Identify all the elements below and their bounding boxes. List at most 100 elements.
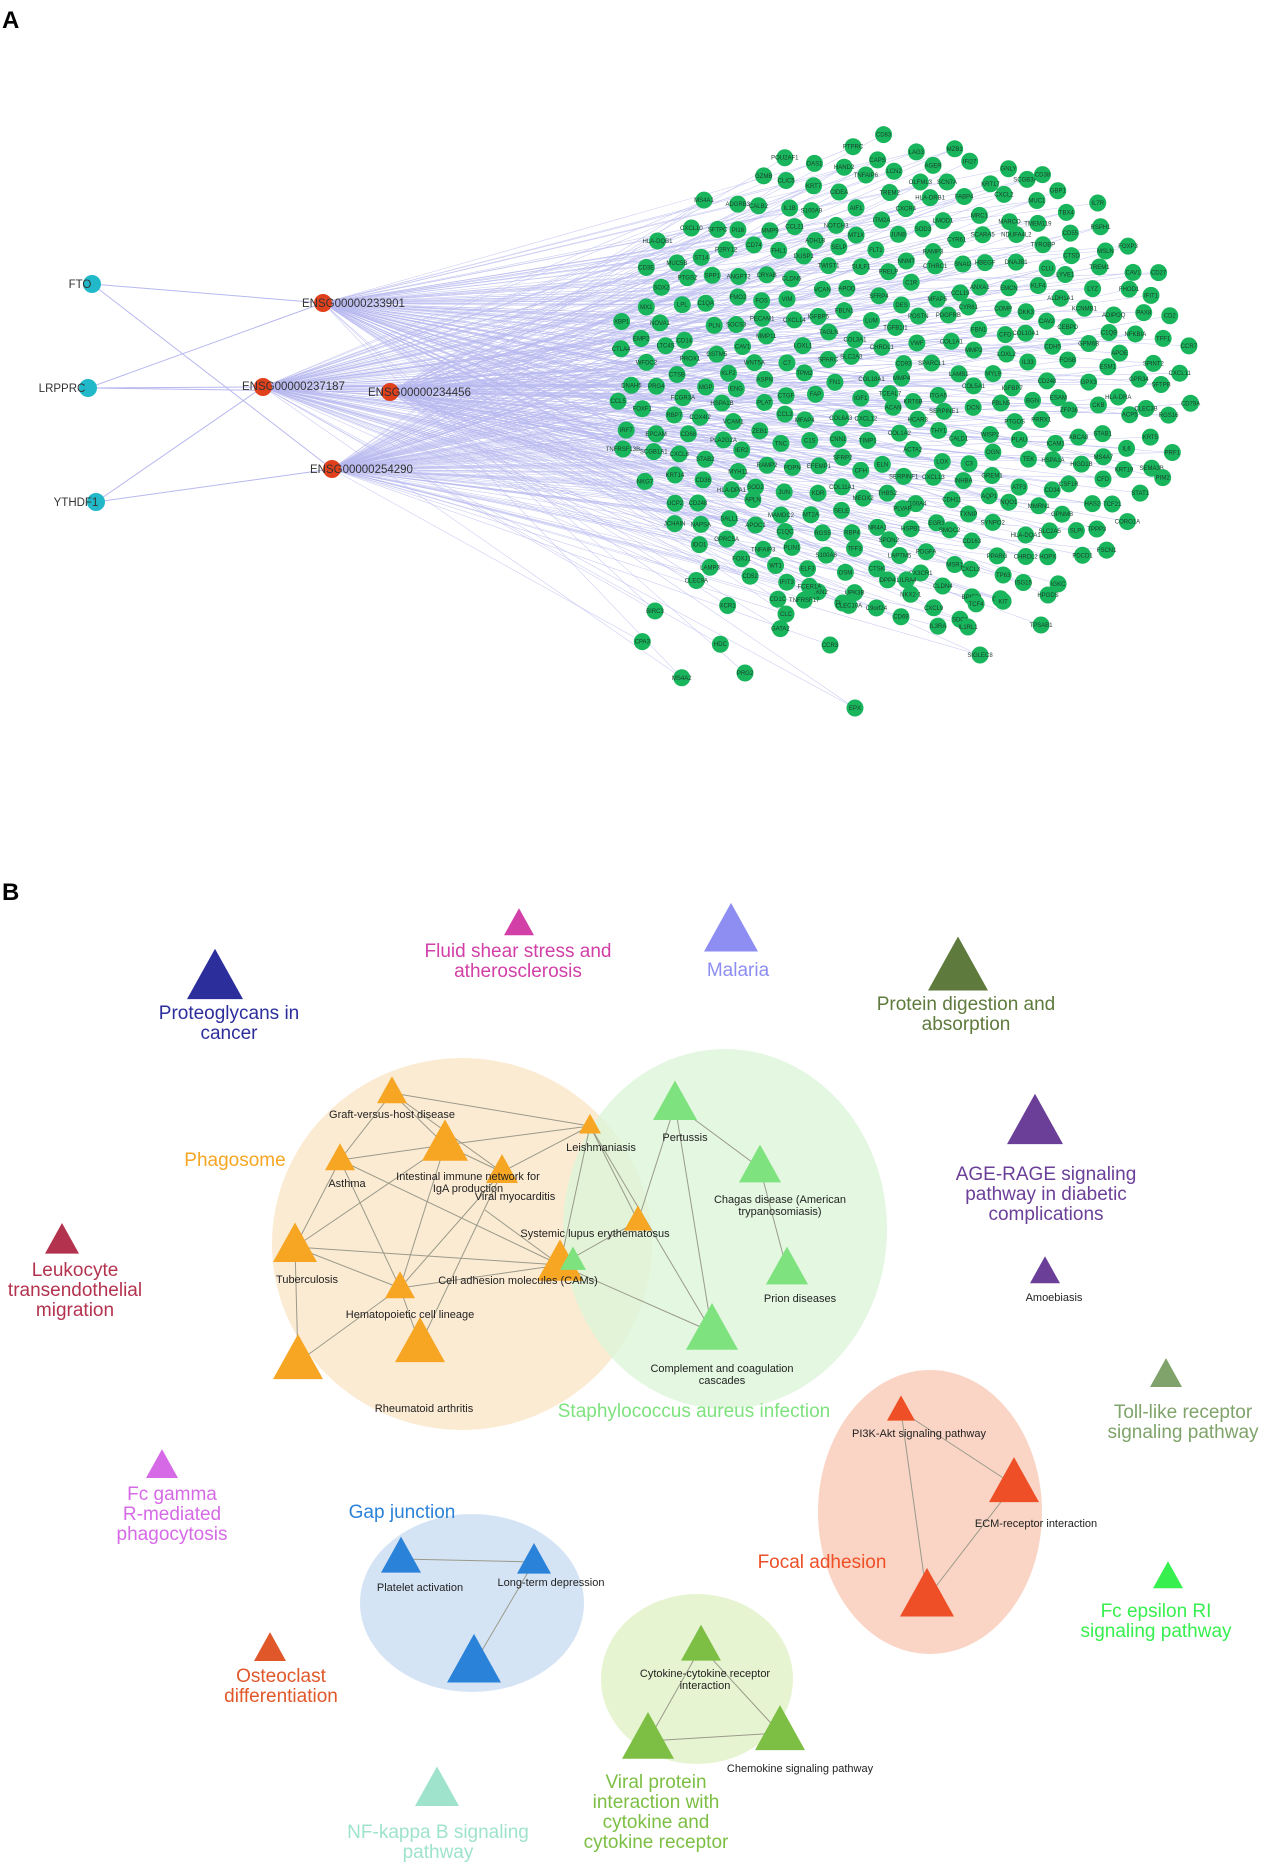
gene-node: EGR1: [928, 514, 945, 532]
cluster-label-focal-adhesion: Focal adhesion: [758, 1552, 887, 1573]
gene-node: HLA-DQB1: [642, 232, 673, 250]
gene-edge: [322, 249, 876, 304]
gene-node: PTGS2: [678, 269, 698, 287]
gene-node: SPINT2: [1143, 354, 1165, 372]
gene-label: SCGB1A1: [640, 450, 668, 456]
gene-node: PRG2: [736, 664, 754, 682]
gene-label: IL1B: [783, 206, 795, 212]
gene-node: PLA2G2A: [710, 431, 737, 449]
gene-label: APOE: [1111, 351, 1128, 357]
lncrna-node-ensg00000237187: ENSG00000237187: [242, 378, 345, 396]
gene-label: ADIPOQ: [1102, 313, 1126, 319]
regulator-node-ythdf1: YTHDF1: [54, 493, 105, 511]
gene-node: CAV1: [1124, 263, 1142, 281]
gene-edge: [389, 166, 845, 393]
gene-node: CTSD: [1063, 247, 1080, 265]
gene-label: PROX1: [680, 356, 701, 362]
gene-label: GPR34: [1129, 377, 1149, 383]
gene-node: MYH11: [728, 462, 748, 480]
gene-node: RBP7: [665, 406, 683, 424]
gene-node: SFRP2: [833, 448, 853, 466]
gene-node: SPARCL1: [918, 354, 946, 372]
gene-label: IGF1: [854, 396, 868, 402]
gene-label: CTGF: [778, 394, 795, 400]
gene-edge: [262, 261, 1017, 388]
gene-node: ESM1: [1099, 358, 1117, 376]
gene-label: CYR61: [959, 305, 979, 311]
gene-edge: [389, 165, 934, 393]
gene-node: CSF1R: [1059, 475, 1079, 493]
gene-node: KRT19: [1115, 460, 1134, 478]
gene-edge: [389, 391, 1169, 416]
gene-label: RTKN2: [808, 590, 828, 596]
gene-node: NR4A1: [868, 518, 888, 536]
gene-node: TWIST1: [817, 257, 840, 275]
gene-node: CD69: [892, 608, 910, 626]
gene-label: NOTCH3: [824, 223, 849, 229]
gene-node: CCR3: [821, 636, 839, 654]
gene-edge: [262, 386, 939, 431]
gene-label: MMP11: [756, 334, 777, 340]
gene-label: MT1X: [848, 233, 864, 239]
gene-edge: [331, 240, 658, 470]
panel-a-gene-nodes: MMP4 TCEAL7 CD93 KRT6B COL18A1 SPARCL1 ACAN CHR…: [606, 126, 1200, 717]
gene-node: NNMT: [898, 252, 915, 270]
gene-label: SOD2: [747, 485, 764, 491]
gene-label: S100A4: [905, 502, 927, 508]
gene-label: MYH11: [728, 469, 748, 475]
term-label-pertussis: Pertussis: [662, 1132, 708, 1144]
gene-node: C9orf24: [866, 599, 888, 617]
gene-edge: [389, 391, 1020, 488]
gene-label: GSTM5: [706, 352, 727, 358]
gene-node: COX4I2: [690, 408, 712, 426]
gene-label: CAV1: [735, 345, 751, 351]
gene-label: HSPA1A: [1041, 458, 1064, 464]
gene-label: TNFAIP3: [751, 547, 776, 553]
gene-node: APOD: [838, 279, 856, 297]
gene-node: IGFBP5: [807, 307, 829, 325]
gene-node: CAPS: [869, 151, 887, 169]
gene-edge: [322, 200, 1037, 304]
gene-label: CTSD: [1063, 254, 1080, 260]
gene-label: KIT: [998, 599, 1008, 605]
gene-label: CD1C: [770, 597, 787, 603]
gene-node: NOVA1: [650, 314, 671, 332]
gene-node: KLF2: [719, 364, 737, 382]
gene-label: DES: [895, 303, 907, 309]
term-node-cytokine-cytokine-receptor-interaction: [681, 1624, 721, 1661]
gene-node: CEBPD: [1057, 318, 1079, 336]
gene-node: LOX: [933, 453, 951, 471]
term-label-chemokine-signaling-pathway: Chemokine signaling pathway: [727, 1763, 874, 1775]
gene-label: TPPP3: [1087, 527, 1107, 533]
gene-label: MS4A1: [694, 198, 714, 204]
gene-node: KCNMB1: [1072, 299, 1098, 317]
gene-label: MMRN1: [1028, 504, 1051, 510]
gene-node: ATF3: [1010, 478, 1028, 496]
gene-node: TFF3: [846, 539, 864, 557]
gene-node: PI16: [729, 221, 747, 239]
gene-node: ANXA1: [970, 278, 990, 296]
gene-label: PRELP: [879, 270, 899, 276]
gene-label: HLA-DQA1: [1011, 533, 1042, 539]
panel-a-label: A: [2, 7, 19, 34]
gene-label: HLA-DPA1: [717, 488, 747, 494]
gene-label: GBP1: [1050, 189, 1067, 195]
gene-label: CSF1R: [1059, 482, 1079, 488]
gene-label: INHBA: [954, 479, 972, 485]
gene-label: HOPX: [1039, 555, 1056, 561]
gene-label: APOC1: [745, 523, 766, 529]
gene-node: WT1: [767, 556, 785, 574]
gene-node: C3: [960, 455, 978, 473]
gene-node: EMCN: [1000, 279, 1018, 297]
gene-node: CD248: [1038, 372, 1057, 390]
gene-label: EPX: [849, 706, 861, 712]
gene-label: FOXJ1: [732, 557, 751, 563]
gene-label: APLN: [745, 498, 761, 504]
gene-node: ADIPOQ: [1102, 306, 1126, 324]
gene-label: LPL: [677, 303, 688, 309]
gene-node: COL3A1: [843, 331, 867, 349]
gene-label: JCHAIN: [664, 522, 686, 528]
gene-label: KRT17: [981, 182, 1000, 188]
gene-node: DCN: [964, 398, 982, 416]
